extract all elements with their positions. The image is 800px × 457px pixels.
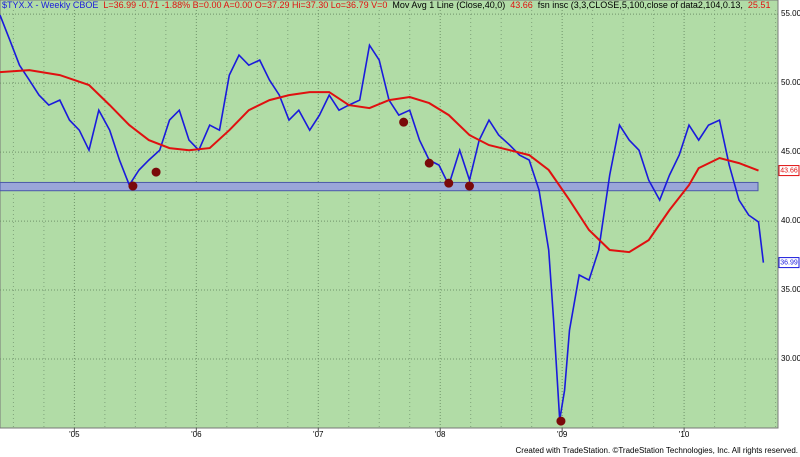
plot-area — [0, 0, 779, 429]
last-value-box — [778, 165, 800, 177]
support-band — [0, 181, 759, 192]
marker-dot — [464, 181, 474, 191]
marker-dot — [556, 416, 566, 426]
x-tick-label: '10 — [679, 430, 690, 439]
footer: Created with TradeStation. ©TradeStation… — [516, 446, 799, 455]
y-tick-label: 30.00 — [781, 354, 800, 363]
header-text: fsn insc (3,3,CLOSE,5,100,close of data2… — [538, 0, 743, 10]
last-value-box — [778, 257, 800, 269]
last-value-label: 36.99 — [780, 259, 798, 266]
last-value-label: 43.66 — [780, 167, 798, 174]
header-text: L=36.99 -0.71 -1.88% B=0.00 A=0.00 O=37.… — [103, 0, 387, 10]
header-text: Mov Avg 1 Line (Close,40,0) — [392, 0, 505, 10]
header-text: 43.66 — [510, 0, 533, 10]
marker-dot — [399, 117, 409, 127]
header-text: 25.51 — [748, 0, 771, 10]
y-tick-label: 40.00 — [781, 216, 800, 225]
marker-dot — [128, 181, 138, 191]
moving-average-line — [0, 69, 759, 254]
x-tick-label: '07 — [313, 430, 324, 439]
x-tick-label: '08 — [435, 430, 446, 439]
y-tick-label: 50.00 — [781, 78, 800, 87]
y-tick-label: 45.00 — [781, 147, 800, 156]
x-tick-label: '06 — [191, 430, 202, 439]
marker-dot — [151, 167, 161, 177]
marker-dot — [444, 178, 454, 188]
header-text: $TYX.X - Weekly CBOE — [2, 0, 98, 10]
x-tick-label: '05 — [69, 430, 80, 439]
x-tick-label: '09 — [557, 430, 568, 439]
y-tick-label: 35.00 — [781, 285, 800, 294]
marker-dot — [424, 158, 434, 168]
header: $TYX.X - Weekly CBOE L=36.99 -0.71 -1.88%… — [2, 0, 770, 10]
y-tick-label: 55.00 — [781, 9, 800, 18]
